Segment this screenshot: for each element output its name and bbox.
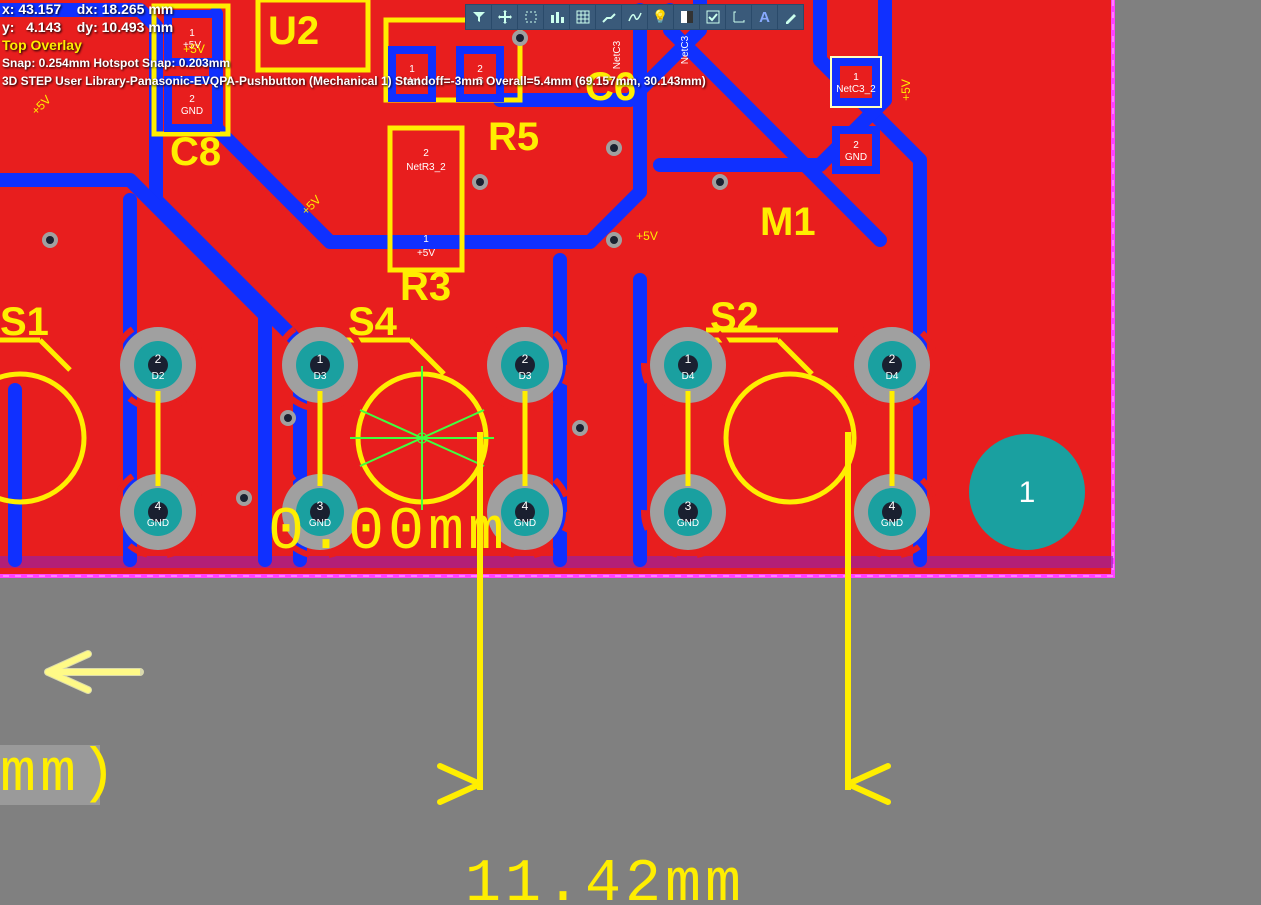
tool-spline-icon[interactable] [622, 5, 648, 29]
hud-y-label: y: [2, 19, 14, 35]
svg-text:D2: D2 [152, 371, 165, 382]
hud-dy-val: 10.493 mm [102, 19, 174, 35]
tool-text-icon[interactable]: A [752, 5, 778, 29]
tool-grid-icon[interactable] [570, 5, 596, 29]
hud-dx-label: dx: [77, 1, 98, 17]
svg-text:4: 4 [155, 499, 162, 513]
svg-text:GND: GND [147, 518, 169, 529]
svg-text:D3: D3 [519, 371, 532, 382]
hud-snap: Snap: 0.254mm Hotspot Snap: 0.203mm [2, 54, 706, 72]
svg-text:D3: D3 [314, 371, 327, 382]
svg-text:1: 1 [317, 352, 324, 366]
svg-text:GND: GND [677, 518, 699, 529]
pcb-canvas[interactable]: 2NetR3_21+5V1+5V2GND1Net2G1NetC3_22GND2D… [0, 0, 1261, 905]
tool-select-icon[interactable] [518, 5, 544, 29]
tool-measure-icon[interactable] [726, 5, 752, 29]
svg-text:0.00mm: 0.00mm [268, 499, 508, 567]
svg-text:4: 4 [889, 499, 896, 513]
svg-text:2: 2 [189, 94, 195, 105]
hud-x-label: x: [2, 1, 14, 17]
svg-text:NetC3_2: NetC3_2 [836, 84, 876, 95]
active-bar: 💡 A [465, 4, 804, 30]
svg-text:2: 2 [889, 352, 896, 366]
svg-text:4: 4 [522, 499, 529, 513]
svg-text:+5V: +5V [899, 79, 913, 101]
svg-text:1: 1 [685, 352, 692, 366]
svg-text:2: 2 [522, 352, 529, 366]
svg-text:1: 1 [423, 234, 429, 245]
svg-text:C8: C8 [170, 130, 221, 174]
svg-text:2: 2 [853, 140, 859, 151]
svg-text:D4: D4 [886, 371, 899, 382]
svg-text:2: 2 [155, 352, 162, 366]
svg-text:2: 2 [423, 148, 429, 159]
svg-text:+5V: +5V [636, 229, 658, 243]
hud-selection: 3D STEP User Library-Panasonic-EVQPA-Pus… [2, 72, 706, 90]
tool-swatch-icon[interactable] [674, 5, 700, 29]
tool-filter-icon[interactable] [466, 5, 492, 29]
svg-text:R5: R5 [488, 115, 539, 159]
svg-text:11.42mm: 11.42mm [465, 851, 745, 905]
hud-y-val: 4.143 [26, 19, 61, 35]
hud-dy-label: dy: [77, 19, 98, 35]
svg-text:R3: R3 [400, 265, 451, 309]
svg-text:+5V: +5V [417, 248, 435, 259]
tool-bulb-icon[interactable]: 💡 [648, 5, 674, 29]
svg-text:3: 3 [685, 499, 692, 513]
tool-move-icon[interactable] [492, 5, 518, 29]
hud-dx-val: 18.265 mm [102, 1, 174, 17]
hud-x-val: 43.157 [18, 1, 61, 17]
hud-layer: Top Overlay [2, 36, 706, 54]
svg-text:GND: GND [181, 106, 203, 117]
svg-text:S4: S4 [348, 300, 398, 344]
tool-align-icon[interactable] [544, 5, 570, 29]
tool-route-icon[interactable] [596, 5, 622, 29]
svg-text:S1: S1 [0, 300, 49, 344]
svg-text:GND: GND [514, 518, 536, 529]
svg-text:S2: S2 [710, 295, 759, 339]
svg-text:mm): mm) [0, 741, 120, 809]
svg-text:D4: D4 [682, 371, 695, 382]
svg-text:GND: GND [845, 152, 867, 163]
tool-pen-icon[interactable] [778, 5, 803, 29]
svg-text:GND: GND [881, 518, 903, 529]
svg-text:1: 1 [853, 72, 859, 83]
svg-text:M1: M1 [760, 200, 816, 244]
svg-text:1: 1 [1019, 476, 1036, 509]
tool-check-icon[interactable] [700, 5, 726, 29]
svg-text:NetR3_2: NetR3_2 [406, 162, 446, 173]
